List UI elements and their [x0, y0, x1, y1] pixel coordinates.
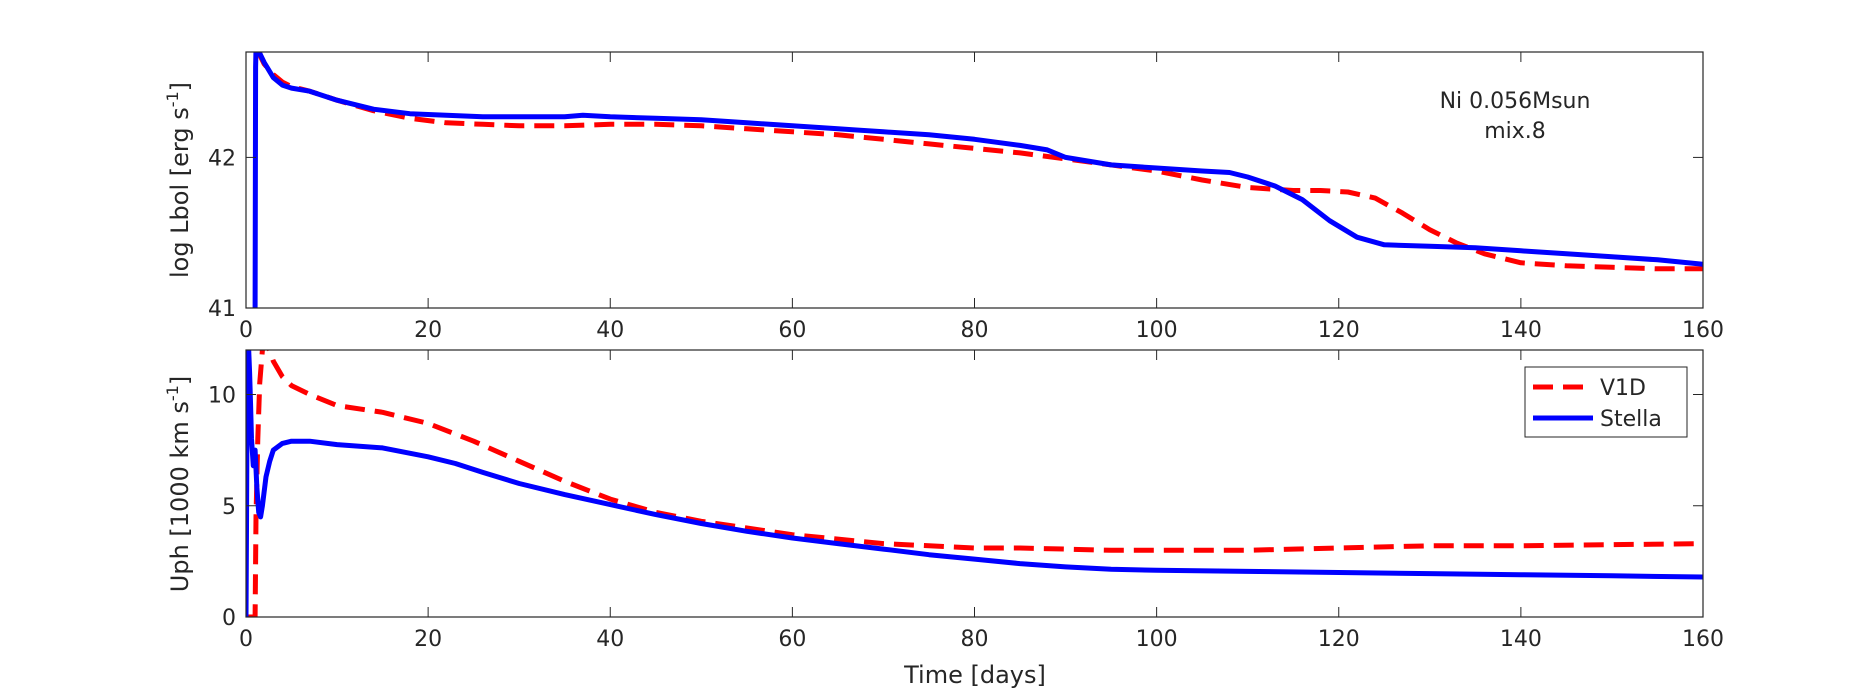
luminosity-y-tick-label: 41	[208, 297, 236, 322]
velocity-x-tick-label: 80	[961, 627, 989, 652]
luminosity-x-tick-label: 0	[239, 318, 253, 343]
velocity-y-label-close: ]	[166, 376, 194, 385]
luminosity-x-tick-label: 80	[961, 318, 989, 343]
luminosity-annotation-line-1: Ni 0.056Msun	[1440, 89, 1591, 114]
legend-box	[1524, 366, 1688, 438]
luminosity-series-stella	[252, 52, 1703, 308]
velocity-panel: 0 20 40 60 80 100 120 140 160 0 5 10 Uph [1000 km s…	[163, 349, 1724, 689]
luminosity-annotation-line-2: mix.8	[1484, 119, 1546, 144]
velocity-x-tick-label: 120	[1318, 627, 1360, 652]
luminosity-x-tick-label: 20	[414, 318, 442, 343]
velocity-y-tick-label: 10	[208, 384, 236, 409]
legend-label-stella: Stella	[1600, 407, 1662, 432]
velocity-x-tick-label: 0	[239, 627, 253, 652]
velocity-series-stella	[246, 350, 1703, 617]
luminosity-y-label-superscript: -1	[163, 91, 182, 107]
luminosity-x-tick-label: 40	[596, 318, 624, 343]
velocity-y-tick-label: 5	[222, 495, 236, 520]
velocity-y-axis-label: Uph [1000 km s-1]	[163, 376, 194, 592]
velocity-x-tick-label: 20	[414, 627, 442, 652]
velocity-x-tick-label: 160	[1682, 627, 1724, 652]
luminosity-y-axis-label: log Lbol [erg s-1]	[163, 82, 194, 278]
luminosity-y-label-close: ]	[166, 82, 194, 91]
luminosity-x-tick-label: 120	[1318, 318, 1360, 343]
velocity-x-tick-label: 100	[1136, 627, 1178, 652]
velocity-ticks: 0 20 40 60 80 100 120 140 160 0 5 10	[208, 350, 1724, 652]
luminosity-y-tick-label: 42	[208, 146, 236, 171]
legend: V1D Stella	[1524, 366, 1688, 438]
luminosity-y-label-main: log Lbol [erg s	[166, 107, 194, 278]
velocity-x-tick-label: 40	[596, 627, 624, 652]
legend-label-v1d: V1D	[1600, 376, 1646, 401]
velocity-x-tick-label: 60	[778, 627, 806, 652]
luminosity-panel: 0 20 40 60 80 100 120 140 160 41 42 Ni 0.056Msun m…	[163, 51, 1724, 343]
luminosity-x-tick-label: 60	[778, 318, 806, 343]
luminosity-x-tick-label: 140	[1500, 318, 1542, 343]
velocity-y-label-main: Uph [1000 km s	[166, 401, 194, 592]
luminosity-series-group	[252, 52, 1703, 308]
x-axis-label: Time [days]	[903, 661, 1046, 688]
luminosity-x-tick-label: 100	[1136, 318, 1178, 343]
velocity-y-label-superscript: -1	[163, 385, 182, 401]
velocity-series-group	[246, 350, 1703, 617]
velocity-x-tick-label: 140	[1500, 627, 1542, 652]
velocity-y-tick-label: 0	[222, 606, 236, 631]
luminosity-x-tick-label: 160	[1682, 318, 1724, 343]
luminosity-ticks: 0 20 40 60 80 100 120 140 160 41 42	[208, 52, 1724, 343]
